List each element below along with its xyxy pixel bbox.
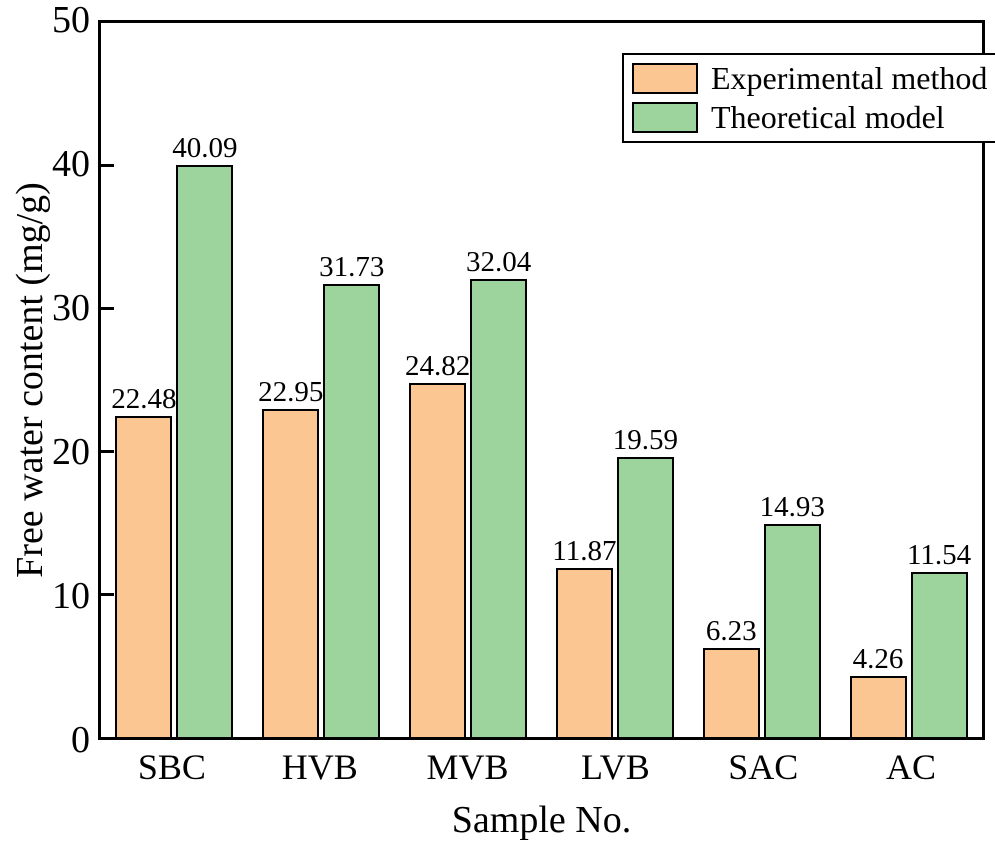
legend: Experimental method Theoretical model — [622, 53, 995, 144]
bar-value-label: 19.59 — [612, 424, 679, 457]
x-tick-label-mvb: MVB — [426, 747, 509, 787]
y-tick-label: 50 — [52, 0, 90, 41]
x-axis-tick-labels: SBC HVB MVB LVB SAC AC — [98, 747, 985, 788]
bar-group-lvb: 11.87 19.59 — [541, 23, 688, 737]
x-tick-label-sbc: SBC — [137, 747, 206, 787]
y-axis-tick-labels: 0 10 20 30 40 50 — [0, 1, 90, 759]
legend-swatch-theoretical-icon — [632, 101, 698, 133]
bar-value-label: 32.04 — [465, 246, 532, 279]
y-tick-mark — [101, 164, 114, 168]
bar-experimental-hvb: 22.95 — [258, 378, 323, 737]
legend-label-experimental: Experimental method — [711, 60, 988, 96]
y-tick-label: 0 — [71, 719, 90, 761]
y-tick-label: 40 — [52, 143, 90, 185]
bar-value-label: 22.48 — [111, 383, 177, 415]
bar-experimental-ac: 4.26 — [849, 645, 907, 737]
y-tick-mark — [101, 449, 114, 453]
bar-group-sac: 6.23 14.93 — [688, 23, 835, 737]
y-tick-label: 20 — [52, 431, 90, 473]
bar-value-label: 6.23 — [705, 615, 757, 648]
y-tick-label: 30 — [52, 287, 90, 329]
x-tick-label-lvb: LVB — [581, 747, 650, 787]
bar-experimental-lvb: 11.87 — [552, 536, 616, 737]
bar-groups: 22.48 40.09 22.95 31.73 24.82 32.04 11.87 19.59… — [101, 23, 982, 737]
y-tick-mark — [101, 307, 114, 311]
legend-item-theoretical: Theoretical model — [632, 98, 987, 135]
bar-experimental-sac: 6.23 — [702, 617, 760, 737]
bar-theoretical-sbc: 40.09 — [172, 133, 238, 737]
plot-area: 22.48 40.09 22.95 31.73 24.82 32.04 11.87 19.59… — [98, 20, 995, 740]
bar-value-label: 14.93 — [759, 490, 825, 523]
y-tick-mark — [101, 592, 114, 596]
bar-theoretical-hvb: 31.73 — [319, 252, 384, 737]
x-tick-label-hvb: HVB — [281, 747, 358, 787]
x-tick-label-sac: SAC — [728, 747, 799, 787]
bar-group-sbc: 22.48 40.09 — [101, 23, 248, 737]
bar-value-label: 24.82 — [404, 349, 471, 382]
bar-experimental-sbc: 22.48 — [111, 385, 177, 737]
bar-value-label: 22.95 — [258, 376, 324, 409]
bar-theoretical-sac: 14.93 — [760, 492, 825, 737]
legend-swatch-experimental-icon — [632, 63, 698, 95]
bar-value-label: 11.87 — [552, 534, 617, 567]
legend-item-experimental: Experimental method — [632, 60, 988, 96]
bar-theoretical-mvb: 32.04 — [466, 248, 531, 737]
legend-label-theoretical: Theoretical model — [711, 98, 945, 135]
bar-value-label: 4.26 — [852, 643, 904, 676]
x-axis-title: Sample No. — [451, 799, 632, 841]
bar-experimental-mvb: 24.82 — [405, 351, 470, 737]
bar-theoretical-lvb: 19.59 — [613, 426, 678, 737]
bar-group-mvb: 24.82 32.04 — [395, 23, 542, 737]
bar-group-ac: 4.26 11.54 — [835, 23, 982, 737]
bar-theoretical-ac: 11.54 — [907, 541, 971, 737]
bar-group-hvb: 22.95 31.73 — [248, 23, 395, 737]
bar-value-label: 40.09 — [172, 131, 238, 164]
y-tick-label: 10 — [52, 575, 90, 617]
x-tick-label-ac: AC — [886, 747, 937, 787]
bar-value-label: 11.54 — [906, 539, 972, 572]
bar-value-label: 31.73 — [319, 250, 385, 283]
